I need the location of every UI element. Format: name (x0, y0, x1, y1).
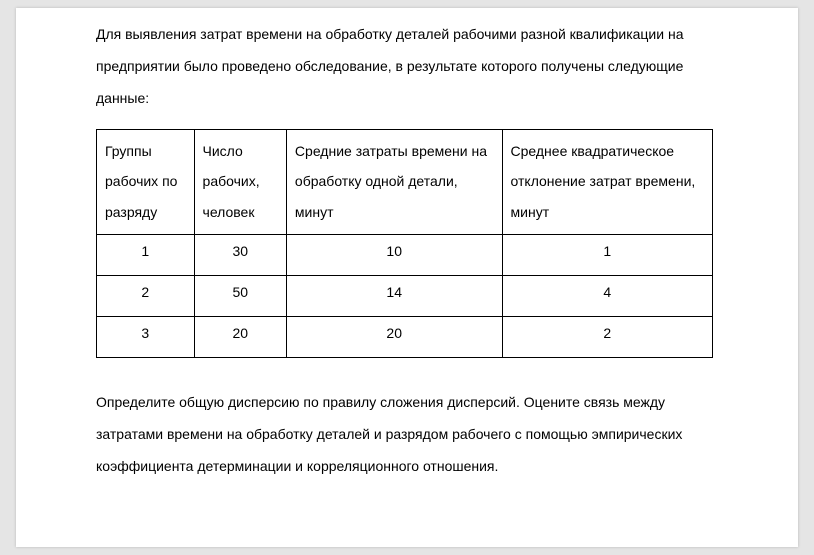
intro-paragraph: Для выявления затрат времени на обработк… (96, 18, 713, 115)
table-header-cell: Число рабочих, человек (194, 129, 286, 234)
table-cell: 2 (97, 275, 195, 316)
table-header-cell: Среднее квадратическое отклонение затрат… (502, 129, 712, 234)
table-cell: 1 (97, 234, 195, 275)
table-cell: 14 (286, 275, 502, 316)
table-cell: 10 (286, 234, 502, 275)
document-page: Для выявления затрат времени на обработк… (16, 8, 798, 547)
table-row: 2 50 14 4 (97, 275, 713, 316)
table-cell: 50 (194, 275, 286, 316)
table-header-row: Группы рабочих по разряду Число рабочих,… (97, 129, 713, 234)
table-cell: 20 (286, 316, 502, 357)
table-cell: 1 (502, 234, 712, 275)
table-cell: 2 (502, 316, 712, 357)
data-table: Группы рабочих по разряду Число рабочих,… (96, 129, 713, 358)
table-header-cell: Группы рабочих по разряду (97, 129, 195, 234)
table-cell: 20 (194, 316, 286, 357)
table-cell: 3 (97, 316, 195, 357)
table-cell: 30 (194, 234, 286, 275)
outro-paragraph: Определите общую дисперсию по правилу сл… (96, 386, 713, 483)
table-row: 1 30 10 1 (97, 234, 713, 275)
table-cell: 4 (502, 275, 712, 316)
table-header-cell: Средние затраты времени на обработку одн… (286, 129, 502, 234)
table-row: 3 20 20 2 (97, 316, 713, 357)
